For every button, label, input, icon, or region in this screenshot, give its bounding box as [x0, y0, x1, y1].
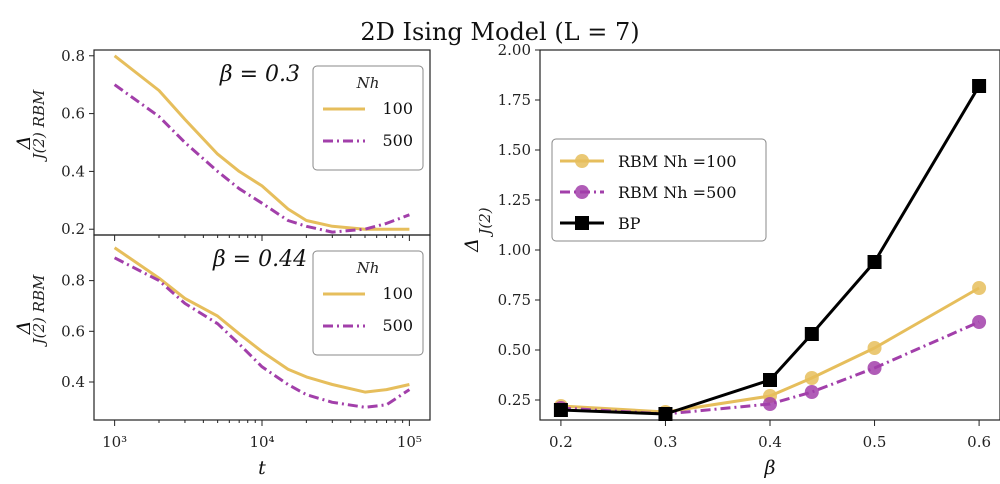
x-tick-label: 10⁴: [249, 433, 274, 451]
y-tick-label: 1.25: [498, 191, 531, 209]
legend-marker-2: [575, 216, 589, 230]
y-tick-label: 0.8: [61, 47, 85, 65]
series-line-1: [113, 256, 411, 409]
y-tick-label: 0.4: [61, 162, 85, 180]
y-tick-label: 0.6: [61, 322, 85, 340]
legend-box: [312, 250, 424, 356]
y-tick-label: 0.2: [61, 220, 85, 238]
beta-annotation: β = 0.44: [212, 247, 307, 272]
x-tick-label: 0.3: [654, 433, 678, 451]
y-tick-label: 2.00: [498, 41, 531, 59]
series-line-1: [113, 83, 410, 234]
legend-label-1: 500: [382, 131, 413, 150]
x-axis-label: t: [258, 457, 266, 479]
series-group: [113, 54, 410, 234]
y-tick-label: 0.4: [61, 373, 85, 391]
data-point-1-4: [867, 361, 882, 375]
y-axis-label: Δ: [13, 321, 35, 336]
legend-marker-1: [575, 185, 589, 199]
data-point-1-5: [972, 315, 987, 329]
legend-label-0: 100: [382, 99, 413, 118]
x-tick-label: 0.6: [967, 433, 991, 451]
legend-label-1: RBM Nh =500: [618, 183, 737, 202]
y-axis-label-sub: J(2): [476, 207, 494, 237]
legend-label-0: RBM Nh =100: [618, 152, 737, 171]
x-tick-label: 0.2: [549, 433, 573, 451]
x-axis-label: β: [764, 457, 776, 479]
legend-marker-0: [575, 154, 589, 168]
data-point-1-2: [763, 397, 777, 411]
data-point-2-0: [553, 403, 568, 417]
y-axis-label-sub: J(2) RBM: [30, 274, 48, 347]
panel-bottom: 0.4 0.6 0.8 10³ 10⁴ 10⁵ t ΔJ(2) RBM β = 0.44 Nh10…: [13, 234, 431, 479]
series-line-0: [560, 286, 980, 414]
y-tick-label: 1.00: [498, 241, 531, 259]
data-point-2-4: [867, 255, 882, 269]
data-point-0-3: [804, 371, 819, 385]
data-point-2-1: [658, 407, 673, 421]
y-tick-label: 0.75: [498, 291, 531, 309]
y-axis-label: Δ: [13, 136, 35, 151]
beta-annotation: β = 0.3: [219, 62, 300, 87]
legend-box: [312, 65, 424, 171]
x-tick-label: 10³: [102, 433, 127, 451]
data-point-0-5: [972, 281, 987, 295]
y-tick-label: 0.25: [498, 391, 531, 409]
data-point-2-5: [972, 79, 987, 93]
data-point-2-3: [804, 327, 819, 341]
series-group: [113, 246, 411, 409]
legend-title: Nh: [356, 74, 380, 92]
series-line-2: [560, 85, 981, 416]
y-tick-label: 0.8: [61, 272, 85, 290]
y-tick-label: 0.50: [498, 341, 531, 359]
y-tick-label: 0.6: [61, 105, 85, 123]
legend-label-1: 500: [382, 316, 413, 335]
legend-label-2: BP: [618, 214, 641, 233]
data-point-0-4: [867, 341, 882, 355]
legend-title: Nh: [356, 259, 380, 277]
y-axis-label: Δ: [461, 238, 483, 253]
x-tick-label: 0.4: [758, 433, 782, 451]
data-point-2-2: [763, 373, 777, 387]
y-axis-label-sub: J(2) RBM: [30, 89, 48, 162]
legend-box: [551, 138, 767, 242]
series-line-0: [113, 246, 410, 394]
panel-right: 0.25 0.50 0.75 1.00 1.25 1.50 1.75 2.00 0.2 0.3 0.…: [461, 41, 1000, 479]
figure-title: 2D Ising Model (L = 7): [360, 18, 639, 46]
x-tick-label: 10⁵: [397, 433, 422, 451]
data-point-1-3: [804, 385, 819, 399]
y-tick-label: 1.75: [498, 91, 531, 109]
x-tick-label: 0.5: [863, 433, 887, 451]
y-tick-label: 1.50: [498, 141, 531, 159]
legend-label-0: 100: [382, 284, 413, 303]
